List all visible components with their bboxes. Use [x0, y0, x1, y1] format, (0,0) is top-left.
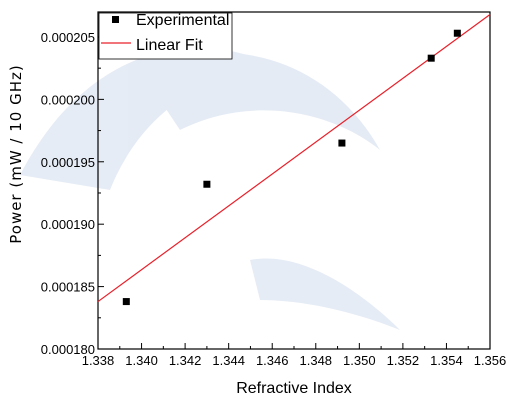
fit-line-layer [97, 14, 491, 303]
x-axis-title: Refractive Index [236, 380, 352, 397]
legend-label-linear-fit: Linear Fit [136, 37, 203, 54]
data-points-layer [122, 29, 461, 306]
legend-box [98, 12, 233, 60]
experimental-point [338, 139, 346, 147]
x-axis-tick-labels: 1.338 1.340 1.342 1.344 1.346 1.348 1.350 1.352… [82, 353, 507, 368]
x-tick-label: 1.346 [256, 353, 289, 368]
x-tick-label: 1.350 [343, 353, 376, 368]
x-tick-label: 1.340 [125, 353, 158, 368]
x-tick-label: 1.338 [82, 353, 115, 368]
x-axis-ticks [97, 343, 491, 349]
y-axis-title: Power (mW / 10 GHz) [7, 64, 25, 244]
linear-fit-line [97, 14, 491, 303]
y-tick-label: 0.000195 [41, 155, 95, 170]
y-tick-label: 0.000200 [41, 92, 95, 107]
legend-label-experimental: Experimental [136, 12, 229, 29]
y-tick-label: 0.000180 [41, 342, 95, 357]
y-tick-label: 0.000190 [41, 217, 95, 232]
legend: Experimental Linear Fit [98, 12, 233, 60]
experimental-point [203, 180, 211, 188]
experimental-point [122, 298, 130, 306]
x-tick-label: 1.344 [212, 353, 245, 368]
experimental-point [453, 29, 461, 37]
x-tick-label: 1.342 [169, 353, 202, 368]
x-tick-label: 1.348 [300, 353, 333, 368]
y-tick-label: 0.000185 [41, 280, 95, 295]
x-tick-label: 1.356 [474, 353, 507, 368]
experimental-point [427, 54, 435, 62]
y-axis-tick-labels: 0.000180 0.000185 0.000190 0.000195 0.000200… [41, 30, 95, 357]
y-tick-label: 0.000205 [41, 30, 95, 45]
legend-marker-experimental [112, 16, 119, 23]
watermark [20, 47, 400, 330]
x-tick-label: 1.352 [387, 353, 420, 368]
x-tick-label: 1.354 [430, 353, 463, 368]
